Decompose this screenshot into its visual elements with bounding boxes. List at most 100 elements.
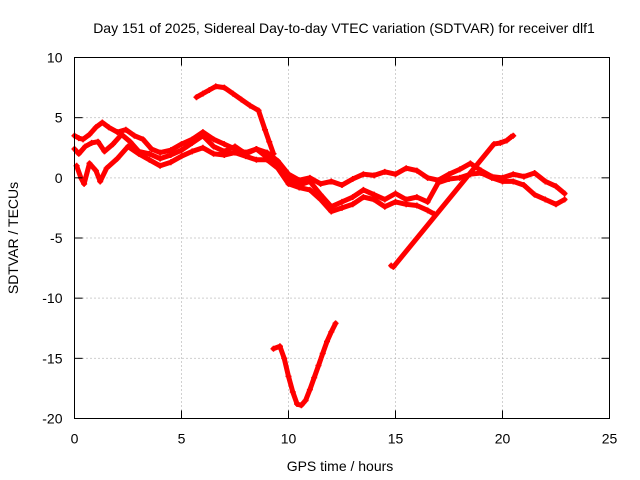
data-point [413,194,420,201]
data-point [232,149,238,156]
data-point [319,350,326,357]
data-point [157,149,164,156]
y-tick-label: 5 [55,110,63,126]
series-isolated [388,132,517,270]
data-point [328,208,335,215]
data-point [403,165,410,172]
y-tick-label: -15 [42,350,62,366]
data-point [315,362,322,369]
data-point [553,183,559,190]
data-point [424,198,431,205]
series-v-dip [270,320,339,409]
data-point [296,184,303,191]
data-point [490,141,497,148]
data-point [199,90,206,97]
data-point [167,151,174,158]
data-point [97,178,104,185]
data-point [264,156,271,163]
data-point [199,132,206,139]
data-point [510,132,517,139]
data-point [317,180,324,187]
data-point [435,179,442,186]
x-tick-label: 0 [71,431,79,447]
data-point [349,194,356,201]
x-tick-label: 20 [495,431,511,447]
data-point [92,124,99,131]
data-point [212,83,219,90]
data-point [146,156,153,163]
y-tick-label: -5 [50,230,63,246]
data-point [105,124,112,131]
data-point [281,355,288,362]
data-point [80,136,87,143]
data-point [135,150,142,157]
data-point [478,170,485,177]
data-point [499,178,506,185]
data-point [114,129,121,136]
data-point [371,172,378,179]
data-point [285,373,292,380]
data-point [232,143,238,150]
data-point [229,90,236,97]
data-point [328,178,335,185]
data-point [95,138,102,145]
data-point [178,147,185,154]
data-point [497,139,504,146]
data-point [122,126,129,133]
axis-ticks [74,57,610,419]
data-point [332,320,339,327]
data-point [189,139,196,146]
x-tick-labels: 0 5 10 15 20 25 [71,431,618,447]
data-point [381,196,388,203]
data-point [424,174,431,181]
data-point [424,207,431,214]
x-tick-label: 5 [178,431,186,447]
data-point [360,194,367,201]
data-point [210,150,217,157]
data-point [199,144,206,151]
data-point [127,138,134,145]
data-point [210,143,217,150]
data-point [178,141,185,148]
x-axis-label: GPS time / hours [287,458,394,474]
data-point [221,151,228,158]
data-point [392,198,399,205]
data-point [531,191,538,198]
data-point [339,198,345,205]
data-point [270,345,277,352]
data-point [403,201,410,208]
data-point [103,165,110,172]
data-point [488,174,495,181]
data-point [146,150,153,157]
data-point [86,131,93,138]
data-point [285,180,292,187]
data-point [311,374,318,381]
data-point [360,186,367,193]
data-point [253,156,260,163]
data-point [294,401,301,408]
data-point [86,160,93,167]
data-point [289,389,296,396]
data-point [82,143,89,150]
series-arc-high [193,83,277,157]
x-tick-label: 15 [388,431,404,447]
data-point [553,201,559,208]
data-point [306,186,313,193]
data-points [71,83,568,409]
data-point [193,94,200,101]
data-point [520,182,527,189]
data-point [298,402,305,409]
data-point [242,153,249,160]
data-point [270,150,277,157]
y-tick-label: 0 [55,170,63,186]
data-point [339,204,345,211]
data-point [276,343,283,350]
data-point [255,107,262,114]
data-point [261,126,268,133]
data-point [381,168,388,175]
y-axis-label: SDTVAR / TECUs [5,182,21,294]
data-point [456,174,463,181]
data-point [114,155,121,162]
data-point [306,386,313,393]
